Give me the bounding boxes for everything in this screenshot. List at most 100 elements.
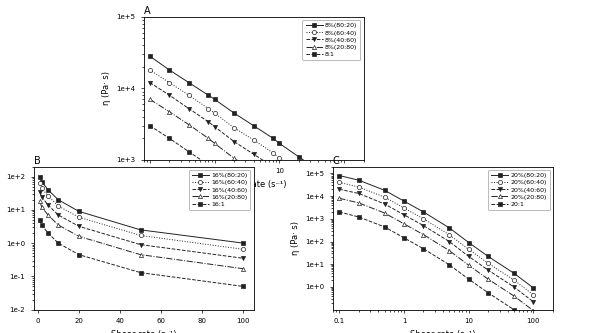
20:1	[465, 277, 472, 281]
8%(40:60)	[276, 170, 283, 174]
8%(80:20)	[205, 93, 212, 97]
16%(80:20)	[45, 188, 52, 192]
20:1	[485, 291, 492, 295]
20%(40:60)	[355, 191, 362, 195]
20%(40:60)	[530, 300, 537, 304]
8%(80:20)	[315, 168, 322, 172]
Text: B: B	[34, 156, 40, 166]
16%(20:80)	[45, 213, 52, 217]
20:1	[420, 247, 427, 251]
8%(60:40)	[250, 138, 257, 142]
8%(60:40)	[205, 107, 212, 111]
8%(40:60)	[185, 107, 192, 111]
Line: 20:1: 20:1	[337, 210, 536, 327]
Text: C: C	[333, 156, 340, 166]
8%(40:60)	[334, 210, 342, 214]
16:1	[38, 223, 45, 227]
20:1	[530, 323, 537, 327]
8%(40:60)	[340, 214, 348, 218]
Line: 16%(40:60): 16%(40:60)	[38, 189, 246, 260]
16:1	[75, 253, 82, 257]
8:1	[230, 183, 238, 187]
20:1	[381, 225, 388, 229]
16%(60:40)	[54, 204, 62, 208]
16:1	[137, 271, 144, 275]
Line: 8%(20:80): 8%(20:80)	[148, 97, 346, 235]
8%(60:40)	[166, 81, 173, 85]
16%(20:80)	[240, 267, 247, 271]
8%(60:40)	[269, 151, 277, 155]
16%(60:40)	[240, 247, 247, 251]
20%(60:40)	[510, 278, 518, 282]
8:1	[340, 259, 348, 263]
20%(20:80)	[485, 277, 492, 281]
Line: 16%(20:80): 16%(20:80)	[38, 199, 246, 271]
8%(60:40)	[276, 156, 283, 160]
16%(60:40)	[45, 194, 52, 198]
Line: 8%(40:60): 8%(40:60)	[148, 81, 346, 218]
16%(60:40)	[75, 215, 82, 219]
20%(80:20)	[355, 178, 362, 182]
20%(20:80)	[465, 263, 472, 267]
Line: 8%(60:40): 8%(60:40)	[148, 68, 346, 204]
Legend: 20%(80:20), 20%(60:40), 20%(40:60), 20%(20:80), 20:1: 20%(80:20), 20%(60:40), 20%(40:60), 20%(…	[488, 169, 550, 210]
20%(40:60)	[510, 285, 518, 289]
8%(80:20)	[340, 185, 348, 189]
Text: A: A	[144, 6, 150, 16]
8:1	[205, 163, 212, 167]
20%(80:20)	[510, 271, 518, 275]
8%(40:60)	[230, 140, 238, 144]
20%(80:20)	[335, 173, 343, 177]
8%(80:20)	[334, 181, 342, 185]
16%(40:60)	[54, 213, 62, 217]
16%(80:20)	[54, 198, 62, 202]
8%(20:80)	[315, 214, 322, 218]
8%(80:20)	[295, 155, 302, 159]
20%(80:20)	[420, 210, 427, 214]
20%(60:40)	[465, 247, 472, 251]
X-axis label: Shear rate (s⁻¹): Shear rate (s⁻¹)	[410, 330, 476, 333]
16%(20:80)	[38, 205, 45, 209]
20%(60:40)	[355, 185, 362, 189]
16:1	[45, 231, 52, 235]
16%(40:60)	[38, 195, 45, 199]
20%(20:80)	[400, 222, 408, 226]
20%(60:40)	[530, 293, 537, 297]
20%(20:80)	[420, 233, 427, 237]
8%(60:40)	[185, 93, 192, 97]
8%(20:80)	[185, 123, 192, 127]
8%(60:40)	[230, 126, 238, 130]
8%(60:40)	[146, 68, 153, 72]
8%(80:20)	[146, 54, 153, 58]
16%(80:20)	[137, 228, 144, 232]
8%(80:20)	[166, 68, 173, 72]
20%(40:60)	[335, 187, 343, 191]
16%(20:80)	[54, 223, 62, 227]
8%(80:20)	[269, 136, 277, 140]
16%(40:60)	[137, 243, 144, 247]
20%(80:20)	[530, 286, 537, 290]
20%(80:20)	[465, 240, 472, 244]
8%(20:80)	[146, 97, 153, 101]
8%(40:60)	[315, 197, 322, 201]
20%(60:40)	[400, 206, 408, 210]
8%(80:20)	[250, 124, 257, 128]
8%(80:20)	[211, 97, 218, 101]
16%(80:20)	[38, 180, 45, 184]
20%(20:80)	[510, 294, 518, 298]
8:1	[315, 241, 322, 245]
20%(40:60)	[420, 224, 427, 228]
8%(60:40)	[315, 183, 322, 187]
16%(40:60)	[240, 256, 247, 260]
20:1	[355, 215, 362, 219]
8%(60:40)	[295, 170, 302, 174]
20%(20:80)	[445, 248, 453, 252]
Line: 16:1: 16:1	[38, 218, 246, 288]
8%(60:40)	[340, 200, 348, 204]
8%(60:40)	[334, 196, 342, 200]
20:1	[510, 308, 518, 312]
Legend: 8%(80:20), 8%(60:40), 8%(40:60), 8%(20:80), 8:1: 8%(80:20), 8%(60:40), 8%(40:60), 8%(20:8…	[302, 20, 360, 60]
16%(40:60)	[36, 190, 43, 194]
8%(20:80)	[205, 136, 212, 140]
8%(80:20)	[185, 81, 192, 85]
